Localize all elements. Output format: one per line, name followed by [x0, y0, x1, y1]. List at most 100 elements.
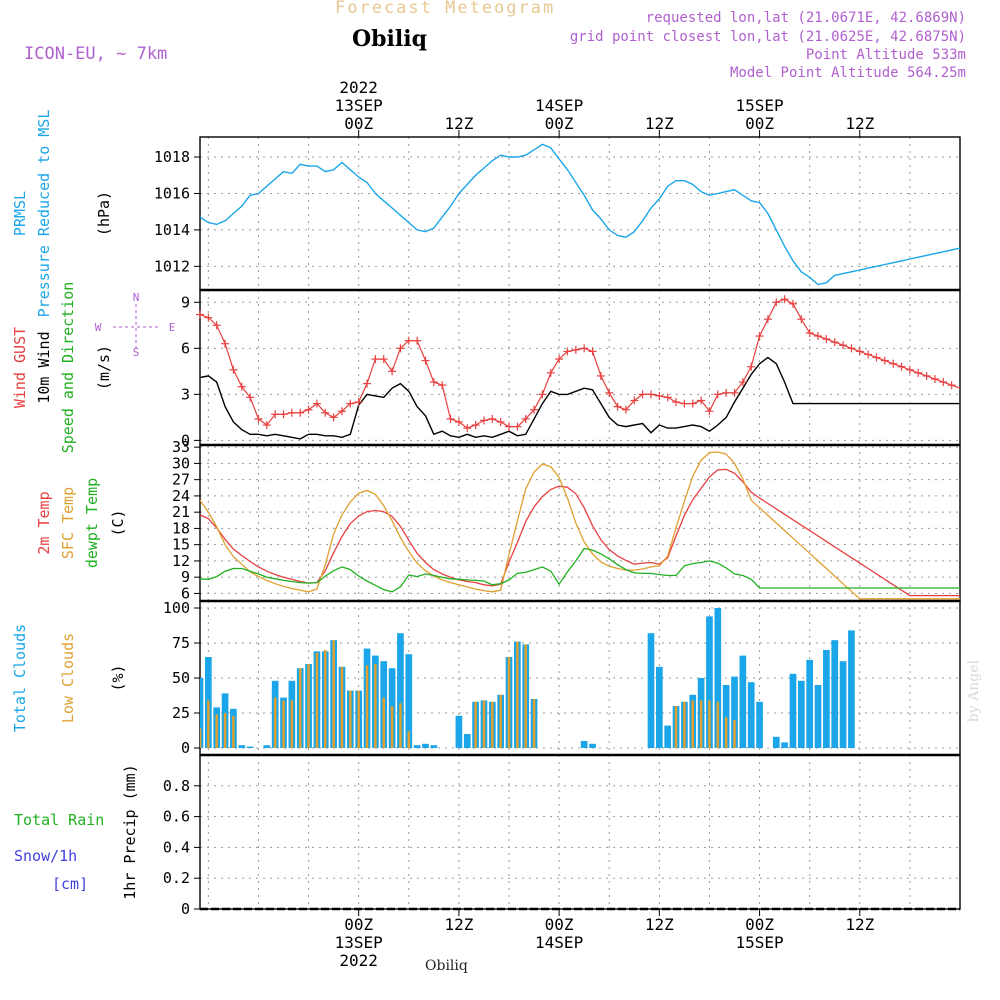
cloud-bar-low	[223, 713, 227, 748]
y-tick-label: 6	[181, 339, 190, 357]
cloud-bar-total	[405, 654, 413, 748]
compass-e: E	[169, 321, 176, 334]
cloud-bar-total	[455, 715, 463, 748]
y-axis-title: dewpt Temp	[83, 478, 101, 568]
cloud-bar-low	[365, 665, 369, 748]
y-tick-label: 1018	[154, 148, 190, 166]
cloud-bar-low	[207, 700, 210, 748]
cloud-bar-total	[714, 608, 722, 748]
cloud-bar-low	[507, 657, 511, 748]
cloud-bar-total	[238, 745, 246, 748]
cloud-bar-total	[397, 633, 404, 748]
y-axis-title: 10m Wind	[35, 331, 53, 403]
cloud-bar-low	[324, 650, 327, 748]
cloud-bar-low	[482, 700, 486, 748]
cloud-bar-total	[263, 745, 271, 748]
y-tick-label: 1016	[154, 184, 190, 202]
time-label-bottom: 13SEP	[335, 933, 383, 952]
time-label-bottom: 15SEP	[735, 933, 783, 952]
time-label-bottom: 12Z	[645, 915, 674, 934]
cloud-bar-total	[647, 633, 655, 748]
panel-frame	[199, 754, 961, 910]
y-tick-label: 3	[181, 385, 190, 403]
time-label-bottom: 00Z	[545, 915, 574, 934]
y-tick-label: 0.6	[163, 808, 190, 826]
y-axis-title: Speed and Direction	[59, 282, 77, 454]
y-axis-title: Low Clouds	[59, 633, 77, 723]
time-label-top: 12Z	[645, 114, 674, 133]
temperature-line-dewpt-temp	[200, 547, 960, 593]
cloud-bar-total	[848, 630, 855, 748]
y-axis-title: (m/s)	[95, 345, 113, 390]
y-tick-label: 27	[172, 471, 190, 489]
y-tick-label: 24	[172, 487, 190, 505]
cloud-bar-low	[215, 714, 218, 748]
cloud-bar-total	[722, 685, 730, 748]
cloud-bar-low	[357, 690, 360, 748]
cloud-bar-low	[499, 694, 502, 748]
cloud-bar-total	[814, 685, 822, 748]
y-axis-title: 2m Temp	[35, 491, 53, 554]
panel-frame	[199, 136, 961, 291]
y-axis-title: (%)	[109, 664, 127, 691]
time-label-top: 2022	[339, 78, 378, 97]
cloud-bar-low	[315, 652, 319, 748]
cloud-bar-low	[516, 641, 519, 748]
y-tick-label: 21	[172, 503, 190, 521]
panel-frame	[199, 289, 961, 446]
compass-w: W	[95, 321, 102, 334]
time-label-top: 14SEP	[535, 96, 583, 115]
cloud-bar-total	[430, 745, 438, 748]
cloud-bar-low	[532, 699, 536, 748]
time-label-top: 00Z	[745, 114, 774, 133]
cloud-bar-low	[399, 703, 402, 748]
y-tick-label: 15	[172, 536, 190, 554]
cloud-bar-low	[290, 700, 294, 748]
y-tick-label: 50	[172, 669, 190, 687]
model-label: ICON-EU, ~ 7km	[24, 44, 168, 64]
cloud-bar-low	[674, 706, 678, 748]
cloud-bar-total	[797, 680, 805, 748]
time-label-top: 00Z	[545, 114, 574, 133]
footer-station-name: Obiliq	[425, 958, 468, 974]
y-axis-title: PRMSL	[11, 191, 29, 236]
y-tick-label: 0	[181, 431, 190, 449]
cloud-bar-low	[298, 668, 302, 748]
y-tick-label: 1012	[154, 257, 190, 275]
precip-legend-unit: [cm]	[52, 875, 88, 893]
cloud-bar-low	[474, 701, 477, 748]
cloud-bar-total	[706, 616, 713, 748]
cloud-bar-total	[200, 678, 204, 748]
y-axis-title: Total Clouds	[11, 624, 29, 732]
y-tick-label: 0	[181, 739, 190, 757]
cloud-bar-total	[781, 742, 788, 748]
cloud-bar-low	[307, 664, 310, 748]
cloud-bar-low	[390, 706, 394, 748]
compass-n: N	[133, 291, 140, 304]
cloud-bar-total	[580, 741, 588, 748]
y-tick-label: 25	[172, 704, 190, 722]
cloud-bar-total	[413, 745, 421, 748]
time-label-bottom: 2022	[339, 951, 378, 970]
cloud-bar-total	[823, 650, 830, 748]
cloud-bar-low	[349, 690, 352, 748]
y-axis-title: 1hr Precip (mm)	[121, 764, 139, 899]
cloud-bar-low	[282, 700, 285, 748]
cloud-bar-low	[724, 717, 728, 748]
cloud-bar-total	[772, 736, 780, 748]
time-label-top: 13SEP	[335, 96, 383, 115]
y-tick-label: 18	[172, 519, 190, 537]
cloud-bar-low	[332, 640, 335, 748]
time-label-top: 00Z	[344, 114, 373, 133]
gridpoint-coordinates: grid point closest lon,lat (21.0625E, 42…	[569, 29, 966, 45]
cloud-bar-low	[699, 700, 703, 748]
precip-legend-rain: Total Rain	[14, 811, 104, 829]
cloud-bar-low	[232, 715, 235, 748]
cloud-bar-low	[733, 720, 736, 748]
cloud-bar-total	[246, 746, 254, 748]
model-point-altitude: Model Point Altitude 564.25m	[729, 65, 966, 81]
y-tick-label: 30	[172, 454, 190, 472]
cloud-bar-low	[491, 701, 494, 748]
meteogram-title: Forecast Meteogram	[335, 0, 556, 18]
